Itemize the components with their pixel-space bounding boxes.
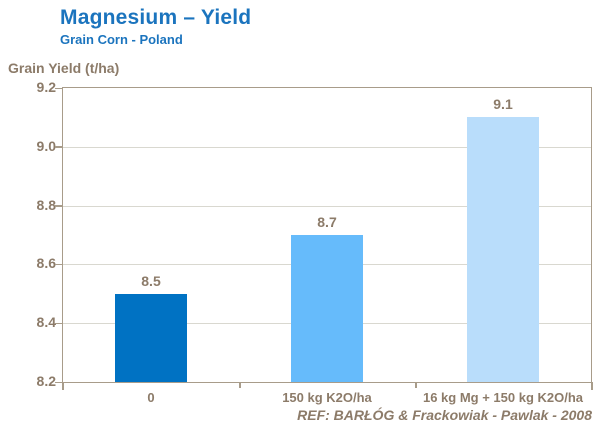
bar [291, 235, 363, 382]
y-tick-label: 9.2 [36, 79, 56, 95]
bar-value-label: 8.5 [141, 272, 161, 289]
chart-subtitle: Grain Corn - Poland [60, 32, 183, 47]
gridline [63, 146, 591, 148]
x-tick-label: 16 kg Mg + 150 kg K2O/ha [422, 390, 584, 405]
chart-area: 8.2 8.4 8.6 8.8 9.0 9.2 8.5 0 8.7 150 kg K2O/ha 9.… [0, 79, 600, 427]
y-tick-label: 8.4 [36, 314, 56, 331]
axis-extension [62, 382, 64, 390]
plot-area [62, 87, 592, 383]
x-tick-mark [415, 382, 417, 388]
y-tick-mark [55, 87, 62, 89]
bar [467, 117, 539, 382]
y-tick-mark [55, 263, 62, 266]
y-tick-label: 8.8 [36, 196, 56, 213]
axis-extension [591, 382, 593, 390]
y-tick-mark [55, 381, 62, 383]
y-tick-mark [55, 146, 62, 148]
y-axis-title: Grain Yield (t/ha) [8, 60, 120, 76]
reference-text: REF: BARŁÓG & Frackowiak - Pawlak - 2008 [297, 407, 592, 423]
x-tick-label: 150 kg K2O/ha [282, 390, 372, 405]
y-tick-label: 8.2 [36, 373, 56, 389]
y-tick-label: 8.6 [36, 255, 56, 272]
x-tick-label: 0 [147, 390, 155, 405]
bar-value-label: 8.7 [317, 214, 337, 230]
y-tick-label: 9.0 [36, 137, 56, 154]
bar [115, 293, 187, 382]
x-tick-mark [239, 382, 241, 388]
bar-value-label: 9.1 [493, 96, 513, 113]
y-tick-mark [55, 322, 62, 325]
chart-title: Magnesium – Yield [60, 6, 252, 29]
y-tick-mark [55, 205, 62, 207]
gridline [63, 205, 591, 207]
